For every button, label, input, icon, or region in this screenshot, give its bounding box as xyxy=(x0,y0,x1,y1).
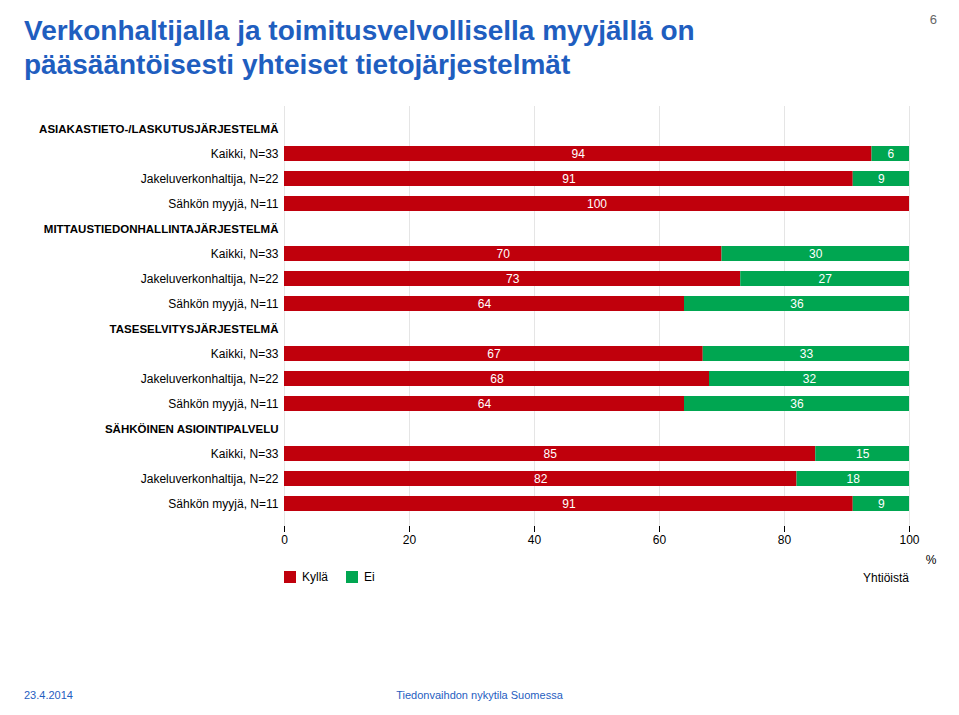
svg-text:MITTAUSTIEDONHALLINTAJÄRJESTEL: MITTAUSTIEDONHALLINTAJÄRJESTELMÄ xyxy=(44,223,279,235)
svg-text:Jakeluverkonhaltija, N=22: Jakeluverkonhaltija, N=22 xyxy=(141,372,279,386)
svg-text:67: 67 xyxy=(487,347,501,361)
svg-text:Jakeluverkonhaltija, N=22: Jakeluverkonhaltija, N=22 xyxy=(141,172,279,186)
svg-text:64: 64 xyxy=(478,397,492,411)
svg-text:36: 36 xyxy=(790,397,804,411)
svg-text:0: 0 xyxy=(281,533,288,547)
svg-text:%: % xyxy=(926,553,937,567)
svg-text:TASESELVITYSJÄRJESTELMÄ: TASESELVITYSJÄRJESTELMÄ xyxy=(110,323,279,335)
svg-text:18: 18 xyxy=(847,472,861,486)
svg-text:100: 100 xyxy=(899,533,919,547)
svg-text:27: 27 xyxy=(818,272,832,286)
svg-text:Kaikki, N=33: Kaikki, N=33 xyxy=(211,447,279,461)
svg-text:Sähkön myyjä, N=11: Sähkön myyjä, N=11 xyxy=(168,297,278,311)
svg-text:30: 30 xyxy=(809,247,823,261)
svg-text:SÄHKÖINEN ASIOINTIPALVELU: SÄHKÖINEN ASIOINTIPALVELU xyxy=(105,423,279,435)
svg-text:Kaikki, N=33: Kaikki, N=33 xyxy=(211,347,279,361)
svg-text:94: 94 xyxy=(572,147,586,161)
svg-text:6: 6 xyxy=(887,147,894,161)
svg-text:Sähkön myyjä, N=11: Sähkön myyjä, N=11 xyxy=(168,397,278,411)
svg-text:60: 60 xyxy=(653,533,667,547)
svg-text:36: 36 xyxy=(790,297,804,311)
html-text:Verkonhaltijalla ja toimitusve: Verkonhaltijalla ja toimitusvelvollisell… xyxy=(24,15,695,81)
html-text:23.4.2014: 23.4.2014 xyxy=(24,689,73,701)
svg-text:70: 70 xyxy=(497,247,511,261)
svg-text:Sähkön myyjä, N=11: Sähkön myyjä, N=11 xyxy=(168,497,278,511)
svg-text:Sähkön myyjä, N=11: Sähkön myyjä, N=11 xyxy=(168,197,278,211)
html-text:Tiedonvaihdon nykytila Suomess: Tiedonvaihdon nykytila Suomessa xyxy=(396,689,563,701)
svg-text:73: 73 xyxy=(506,272,520,286)
svg-text:Jakeluverkonhaltija, N=22: Jakeluverkonhaltija, N=22 xyxy=(141,472,279,486)
html-text:Kyllä: Kyllä xyxy=(302,570,328,585)
svg-text:91: 91 xyxy=(562,172,576,186)
svg-text:9: 9 xyxy=(878,497,885,511)
html-text:6: 6 xyxy=(929,12,937,27)
svg-text:40: 40 xyxy=(528,533,542,547)
svg-text:32: 32 xyxy=(803,372,817,386)
svg-text:9: 9 xyxy=(878,172,885,186)
svg-text:64: 64 xyxy=(478,297,492,311)
svg-text:85: 85 xyxy=(543,447,557,461)
html-text:Ei: Ei xyxy=(364,570,375,585)
svg-text:15: 15 xyxy=(856,447,870,461)
svg-text:33: 33 xyxy=(800,347,814,361)
svg-text:82: 82 xyxy=(534,472,548,486)
svg-text:100: 100 xyxy=(587,197,607,211)
svg-text:Kaikki, N=33: Kaikki, N=33 xyxy=(211,147,279,161)
svg-text:20: 20 xyxy=(403,533,417,547)
svg-text:91: 91 xyxy=(562,497,576,511)
svg-text:ASIAKASTIETO-/LASKUTUSJÄRJESTE: ASIAKASTIETO-/LASKUTUSJÄRJESTELMÄ xyxy=(39,123,278,135)
svg-text:68: 68 xyxy=(490,372,504,386)
svg-text:80: 80 xyxy=(778,533,792,547)
html-text:Yhtiöistä: Yhtiöistä xyxy=(863,571,909,586)
svg-text:Kaikki, N=33: Kaikki, N=33 xyxy=(211,247,279,261)
svg-text:Jakeluverkonhaltija, N=22: Jakeluverkonhaltija, N=22 xyxy=(141,272,279,286)
